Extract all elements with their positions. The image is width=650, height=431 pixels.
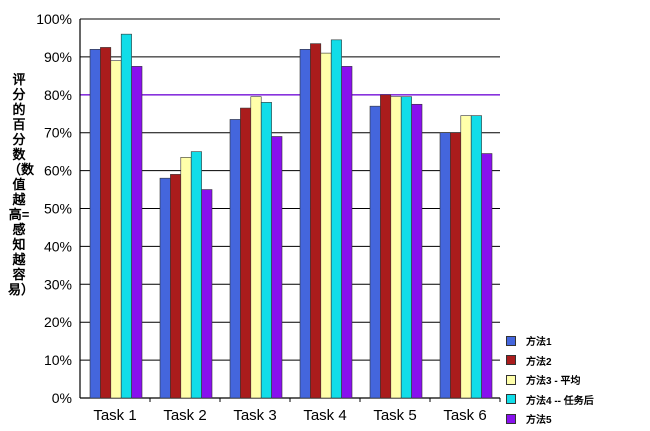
- legend-label: 方法2: [526, 356, 552, 368]
- bar: [450, 132, 462, 399]
- x-tick-label: Task 4: [303, 407, 346, 424]
- bar: [229, 119, 241, 399]
- legend-swatch: [506, 335, 516, 346]
- bar: [320, 52, 332, 399]
- y-tick-label: 90%: [44, 49, 72, 65]
- bar: [110, 60, 122, 399]
- bar: [310, 43, 322, 399]
- legend-item: 方法3 - 平均: [506, 370, 594, 390]
- bar: [89, 49, 101, 399]
- bar: [131, 66, 143, 399]
- x-tick-label: Task 1: [93, 407, 136, 424]
- bar: [369, 105, 381, 399]
- y-tick-label: 10%: [44, 352, 72, 368]
- bar: [170, 174, 182, 399]
- y-tick-label: 0%: [52, 390, 72, 406]
- legend-label: 方法1: [526, 337, 552, 349]
- bar: [299, 49, 311, 399]
- bar: [100, 47, 112, 399]
- legend-item: 方法1: [506, 331, 594, 351]
- y-tick-label: 80%: [44, 87, 72, 103]
- bar: [380, 94, 392, 399]
- x-tick-label: Task 3: [233, 407, 276, 424]
- y-tick-label: 30%: [44, 276, 72, 292]
- bar: [330, 39, 342, 399]
- bar: [159, 177, 171, 399]
- legend-item: 方法2: [506, 351, 594, 371]
- legend-label: 方法5: [526, 415, 552, 427]
- bar: [260, 102, 272, 399]
- bar: [400, 96, 412, 399]
- bar: [250, 96, 262, 399]
- bar: [240, 107, 252, 399]
- bar: [460, 115, 472, 399]
- legend-swatch: [506, 374, 516, 385]
- legend-swatch: [506, 394, 516, 405]
- y-axis-label: 评分的百分数（数值越高=感知越容易）: [8, 72, 35, 297]
- y-tick-label: 100%: [36, 11, 72, 27]
- legend-item: 方法5: [506, 409, 594, 429]
- x-tick-label: Task 2: [163, 407, 206, 424]
- y-tick-label: 60%: [44, 163, 72, 179]
- y-tick-label: 20%: [44, 314, 72, 330]
- bar: [341, 66, 353, 399]
- bar: [390, 96, 402, 399]
- legend: 方法1 方法2 方法3 - 平均方法4 -- 任务后 方法5: [506, 331, 594, 429]
- x-tick-label: Task 6: [443, 407, 486, 424]
- y-tick-label: 50%: [44, 201, 72, 217]
- legend-label: 方法3 - 平均: [526, 376, 581, 388]
- bar: [120, 33, 132, 399]
- legend-label: 方法4 -- 任务后: [526, 395, 594, 407]
- bar: [190, 151, 202, 399]
- legend-swatch: [506, 355, 516, 366]
- y-tick-label: 40%: [44, 238, 72, 254]
- bar: [470, 115, 482, 399]
- bar: [180, 157, 192, 399]
- legend-swatch: [506, 413, 516, 424]
- legend-item: 方法4 -- 任务后: [506, 390, 594, 410]
- bar: [439, 132, 451, 399]
- bar: [201, 189, 213, 399]
- bar: [481, 153, 493, 399]
- y-tick-label: 70%: [44, 125, 72, 141]
- x-tick-label: Task 5: [373, 407, 416, 424]
- bar: [271, 136, 283, 399]
- bar: [411, 103, 423, 399]
